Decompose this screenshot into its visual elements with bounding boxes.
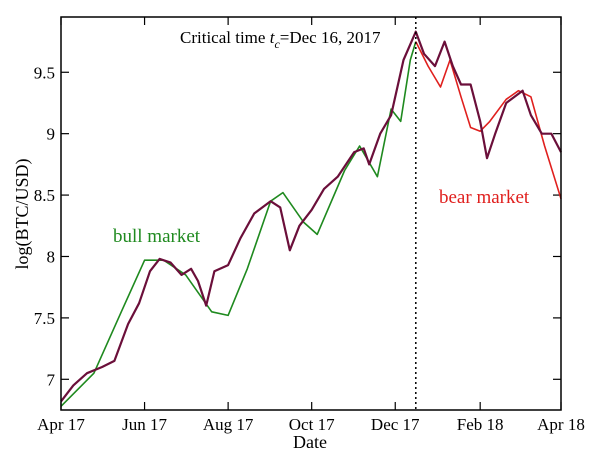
x-ticks: Apr 17 Jun 17 Aug 17 Oct 17 Dec 17 Feb 18 Apr …: [37, 17, 585, 434]
x-tick-label: Feb 18: [457, 415, 504, 434]
critical-time-date: =Dec 16, 2017: [280, 28, 381, 47]
y-tick-label: 8: [47, 247, 56, 266]
x-tick-label: Aug 17: [203, 415, 254, 434]
critical-time-label: Critical time tc=Dec 16, 2017: [180, 28, 381, 51]
critical-time-variable: t: [270, 28, 276, 47]
y-axis-title: log(BTC/USD): [12, 158, 33, 269]
bear-series-line: [415, 41, 562, 200]
x-tick-label: Apr 17: [37, 415, 85, 434]
critical-time-prefix: Critical time: [180, 28, 270, 47]
x-axis-title: Date: [293, 432, 327, 452]
y-tick-label: 7: [47, 370, 56, 389]
critical-time-subscript: c: [274, 37, 280, 51]
y-tick-label: 9.5: [34, 63, 55, 82]
y-ticks: 7 7.5 8 8.5 9 9.5: [34, 63, 561, 389]
series-layer: [60, 30, 562, 407]
bull-market-label: bull market: [113, 226, 201, 247]
y-tick-label: 8.5: [34, 186, 55, 205]
bear-market-label: bear market: [439, 187, 530, 208]
x-tick-label: Dec 17: [371, 415, 420, 434]
x-tick-label: Apr 18: [537, 415, 585, 434]
x-tick-label: Oct 17: [289, 415, 335, 434]
x-tick-label: Jun 17: [122, 415, 167, 434]
y-tick-label: 9: [47, 125, 56, 144]
plot-frame: [60, 16, 562, 411]
price-series-line: [60, 30, 562, 403]
y-tick-label: 7.5: [34, 309, 55, 328]
